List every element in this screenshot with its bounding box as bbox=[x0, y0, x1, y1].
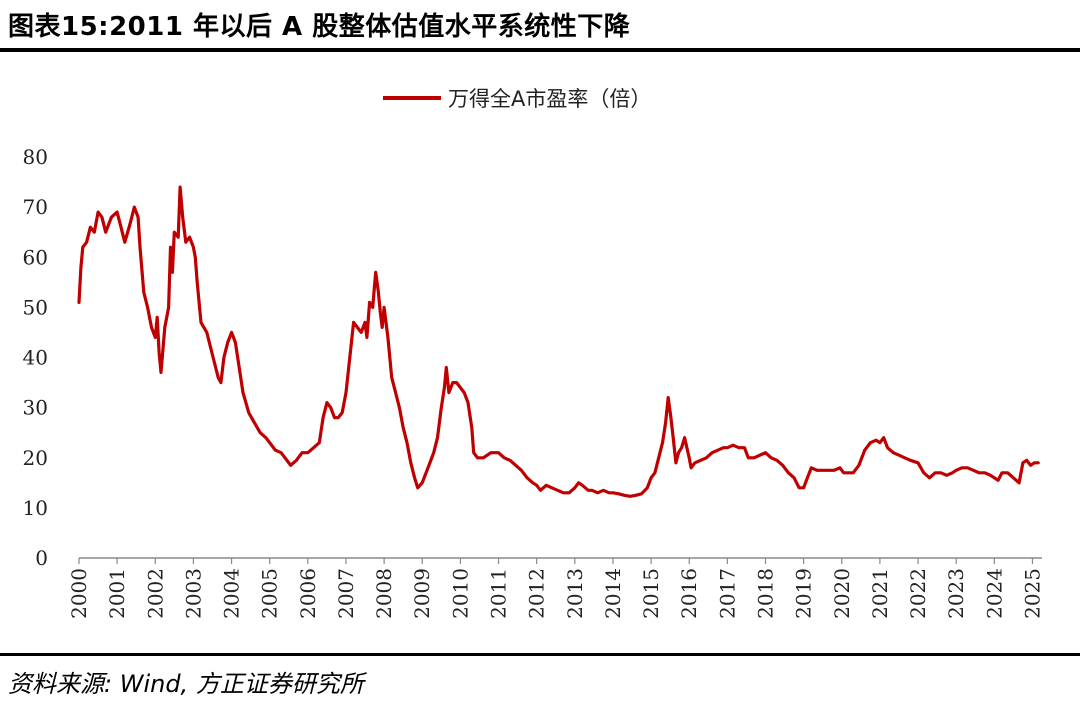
x-tick-label: 2012 bbox=[525, 568, 549, 619]
y-tick-label: 40 bbox=[23, 346, 48, 370]
legend: 万得全A市盈率（倍） bbox=[383, 87, 651, 111]
bottom-divider bbox=[0, 653, 1080, 656]
plot-area bbox=[77, 185, 1040, 498]
x-tick-label: 2021 bbox=[868, 568, 892, 619]
x-tick-label: 2007 bbox=[334, 568, 358, 619]
x-tick-label: 2011 bbox=[487, 568, 511, 619]
y-tick-label: 0 bbox=[35, 546, 48, 570]
x-tick-label: 2023 bbox=[944, 568, 968, 619]
x-tick-label: 2014 bbox=[601, 568, 625, 619]
y-tick-label: 80 bbox=[23, 145, 48, 169]
x-tick-label: 2009 bbox=[410, 568, 434, 619]
chart-title: 图表15:2011 年以后 A 股整体估值水平系统性下降 bbox=[8, 12, 631, 42]
x-tick-label: 2002 bbox=[143, 568, 167, 619]
x-tick-label: 2006 bbox=[296, 568, 320, 619]
x-tick-label: 2020 bbox=[830, 568, 854, 619]
legend-label: 万得全A市盈率（倍） bbox=[448, 87, 651, 111]
x-tick-label: 2005 bbox=[258, 568, 282, 619]
x-tick-label: 2013 bbox=[563, 568, 587, 619]
y-tick-label: 50 bbox=[23, 295, 48, 319]
series-line-pe-ratio bbox=[77, 185, 1040, 498]
y-tick-label: 30 bbox=[23, 396, 48, 420]
x-tick-label: 2025 bbox=[1020, 568, 1044, 619]
x-tick-label: 2000 bbox=[67, 568, 91, 619]
y-tick-label: 60 bbox=[23, 245, 48, 269]
y-axis: 0 10 20 30 40 50 60 70 80 bbox=[23, 145, 48, 570]
x-tick-label: 2001 bbox=[105, 568, 129, 619]
x-tick-label: 2022 bbox=[906, 568, 930, 619]
x-tick-label: 2003 bbox=[181, 568, 205, 619]
source-note: 资料来源: Wind, 方正证券研究所 bbox=[8, 670, 364, 698]
x-tick-label: 2019 bbox=[792, 568, 816, 619]
x-tick-label: 2018 bbox=[753, 568, 777, 619]
x-tick-label: 2017 bbox=[715, 568, 739, 619]
y-tick-label: 70 bbox=[23, 195, 48, 219]
x-axis: 2000 2001 2002 2003 2004 2005 2006 2007 2008 2009… bbox=[67, 557, 1044, 619]
y-tick-label: 10 bbox=[23, 496, 48, 520]
x-tick-label: 2004 bbox=[220, 568, 244, 619]
y-tick-label: 20 bbox=[23, 446, 48, 470]
x-tick-label: 2024 bbox=[982, 568, 1006, 619]
x-tick-label: 2015 bbox=[639, 568, 663, 619]
x-tick-label: 2010 bbox=[448, 568, 472, 619]
top-divider bbox=[0, 48, 1080, 52]
x-tick-label: 2008 bbox=[372, 568, 396, 619]
x-tick-label: 2016 bbox=[677, 568, 701, 619]
